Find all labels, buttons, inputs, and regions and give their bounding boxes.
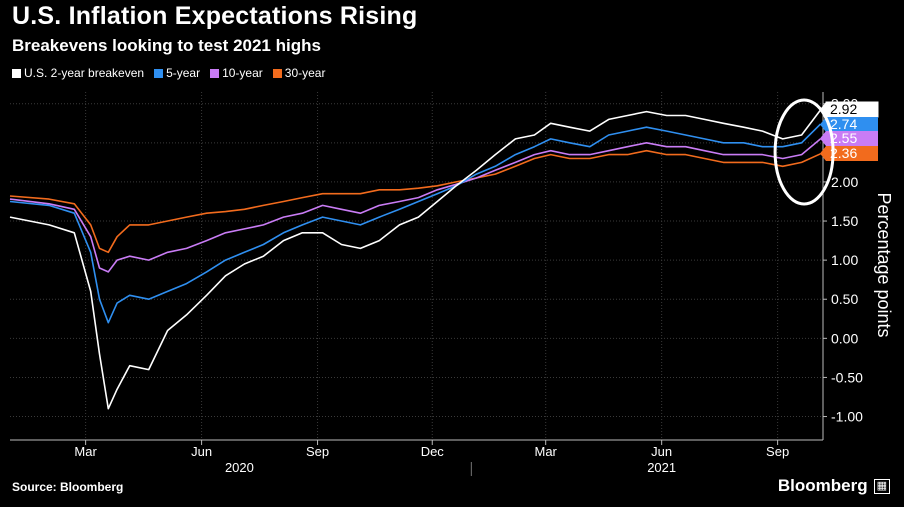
last-value-label: 2.74 [830, 116, 857, 132]
y-tick-label: 0.00 [831, 330, 858, 346]
brand-name: Bloomberg [777, 476, 868, 495]
last-value-pointer [820, 146, 826, 161]
legend-swatch [272, 68, 282, 78]
x-tick-label: Sep [306, 444, 329, 459]
highlight-ellipse [773, 98, 835, 206]
last-value-label: 2.55 [830, 130, 857, 146]
legend-label: 30-year [284, 66, 326, 80]
legend-swatch [12, 68, 21, 78]
source-note: Source: Bloomberg [12, 480, 124, 494]
legend-item-2yr: U.S. 2-year breakeven [12, 66, 144, 80]
x-tick-label: Jun [191, 444, 212, 459]
series-line [9, 138, 822, 273]
legend-swatch [154, 68, 164, 78]
series-line [9, 123, 822, 324]
legend-label: 10-year [222, 66, 263, 80]
y-tick-label: 0.50 [831, 291, 858, 307]
x-tick-label: Dec [421, 444, 445, 459]
year-label: 2020 [225, 460, 254, 475]
y-tick-label: 2.00 [831, 174, 858, 190]
legend-item-30yr: 30-year [272, 66, 326, 80]
brand-logo: Bloomberg ▦ [778, 476, 890, 496]
last-value-box [826, 117, 878, 132]
x-tick-label: Jun [651, 444, 672, 459]
legend-label: U.S. 2-year breakeven [24, 66, 145, 80]
legend-item-5yr: 5-year [154, 66, 200, 80]
year-label: 2021 [647, 460, 676, 475]
series-line [9, 149, 821, 254]
x-tick-label: Mar [74, 444, 97, 459]
chart-subtitle: Breakevens looking to test 2021 highs [12, 36, 321, 55]
legend-label: 5-year [166, 66, 201, 80]
last-value-label: 2.92 [830, 101, 857, 117]
y-axis-title: Percentage points [874, 192, 894, 337]
series-line [9, 109, 822, 410]
last-value-pointer [820, 117, 826, 132]
legend-swatch [210, 68, 220, 78]
last-value-label: 2.36 [830, 145, 857, 161]
last-value-pointer [820, 131, 826, 146]
last-value-box [826, 146, 878, 161]
y-tick-label: 1.00 [831, 252, 858, 268]
x-tick-label: Sep [766, 444, 789, 459]
y-tick-label: -0.50 [831, 369, 863, 385]
legend: U.S. 2-year breakeven 5-year 10-year 30-… [12, 66, 325, 80]
x-tick-label: Mar [535, 444, 558, 459]
terminal-icon: ▦ [873, 478, 890, 494]
y-tick-label: -1.00 [831, 409, 863, 425]
last-value-box [826, 131, 878, 146]
y-tick-label: 1.50 [831, 213, 858, 229]
legend-item-10yr: 10-year [210, 66, 263, 80]
chart-title: U.S. Inflation Expectations Rising [12, 2, 418, 30]
